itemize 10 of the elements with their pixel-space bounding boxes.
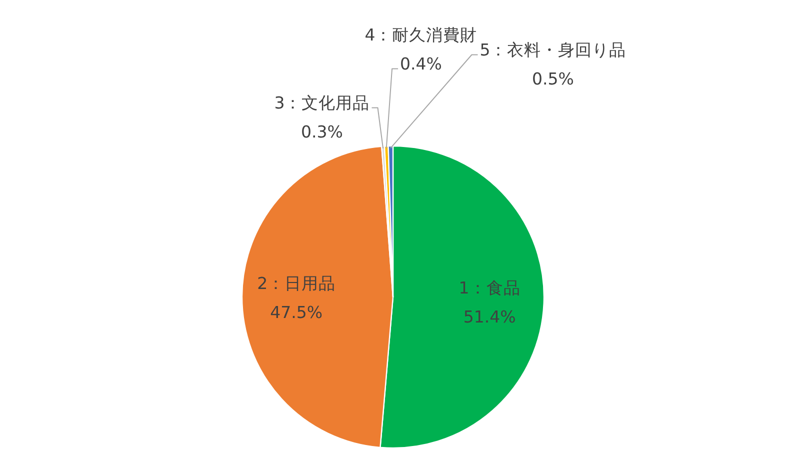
slice-label: 3：文化用品	[274, 94, 370, 112]
slice-label: 1：食品	[458, 278, 520, 298]
data-label: 47.5%	[270, 303, 323, 322]
data-label: 0.4%	[400, 54, 442, 74]
data-label: 51.4%	[463, 308, 516, 327]
data-label: 0.5%	[532, 70, 574, 88]
slice-label: 4：耐久消費財	[364, 26, 478, 44]
data-label: 0.3%	[301, 122, 343, 142]
slice-label: 5：衣料・身回り品	[480, 40, 626, 60]
slice-label: 2：日用品	[257, 274, 336, 294]
